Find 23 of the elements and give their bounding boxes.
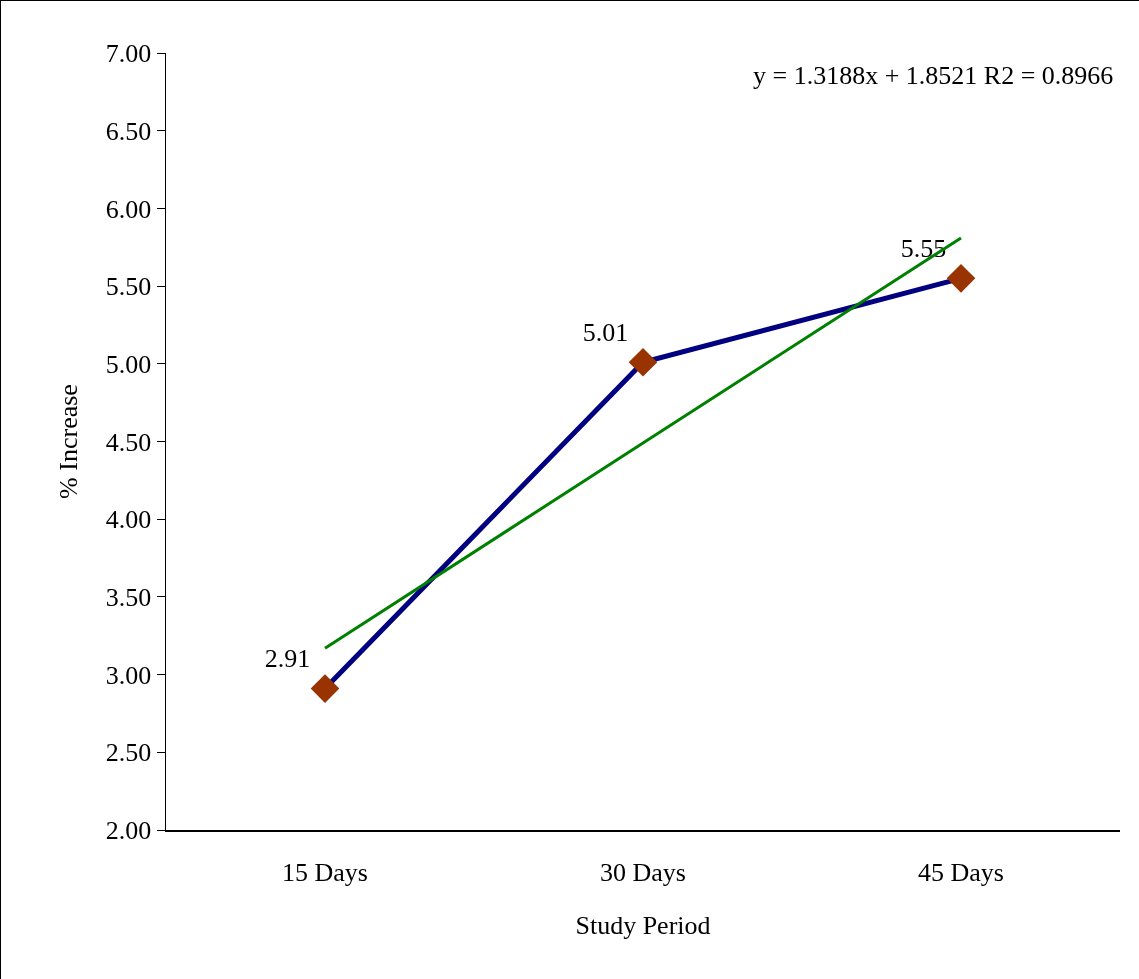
point bbox=[946, 264, 976, 293]
data-label: 2.91 bbox=[264, 644, 311, 674]
y-tick-label: 6.00 bbox=[105, 194, 152, 224]
y-tick-label: 7.00 bbox=[105, 39, 152, 69]
y-tick-label: 6.50 bbox=[105, 116, 152, 146]
point bbox=[310, 674, 340, 703]
y-tick-label: 3.00 bbox=[105, 660, 152, 690]
annotation: y = 1.3188x + 1.8521 R2 = 0.8966 bbox=[753, 61, 1114, 90]
y-tick-label: 2.00 bbox=[105, 816, 152, 846]
x-tick-label: 30 Days bbox=[600, 857, 686, 887]
y-axis-title: % Increase bbox=[54, 384, 84, 499]
x-tick-label: 15 Days bbox=[282, 857, 368, 887]
y-tick-label: 3.50 bbox=[105, 583, 152, 612]
y-tick-label: 4.00 bbox=[105, 505, 152, 535]
y-tick-label: 4.50 bbox=[105, 427, 152, 457]
point bbox=[628, 347, 658, 377]
x-tick-label: 45 Days bbox=[918, 857, 1004, 887]
y-tick-label: 2.50 bbox=[105, 738, 152, 768]
data-label: 5.01 bbox=[582, 318, 629, 347]
data-label: 5.55 bbox=[900, 234, 947, 264]
y-tick-label: 5.00 bbox=[105, 349, 152, 379]
x-axis-title: Study Period bbox=[575, 911, 711, 941]
y-tick-label: 5.50 bbox=[105, 272, 152, 302]
